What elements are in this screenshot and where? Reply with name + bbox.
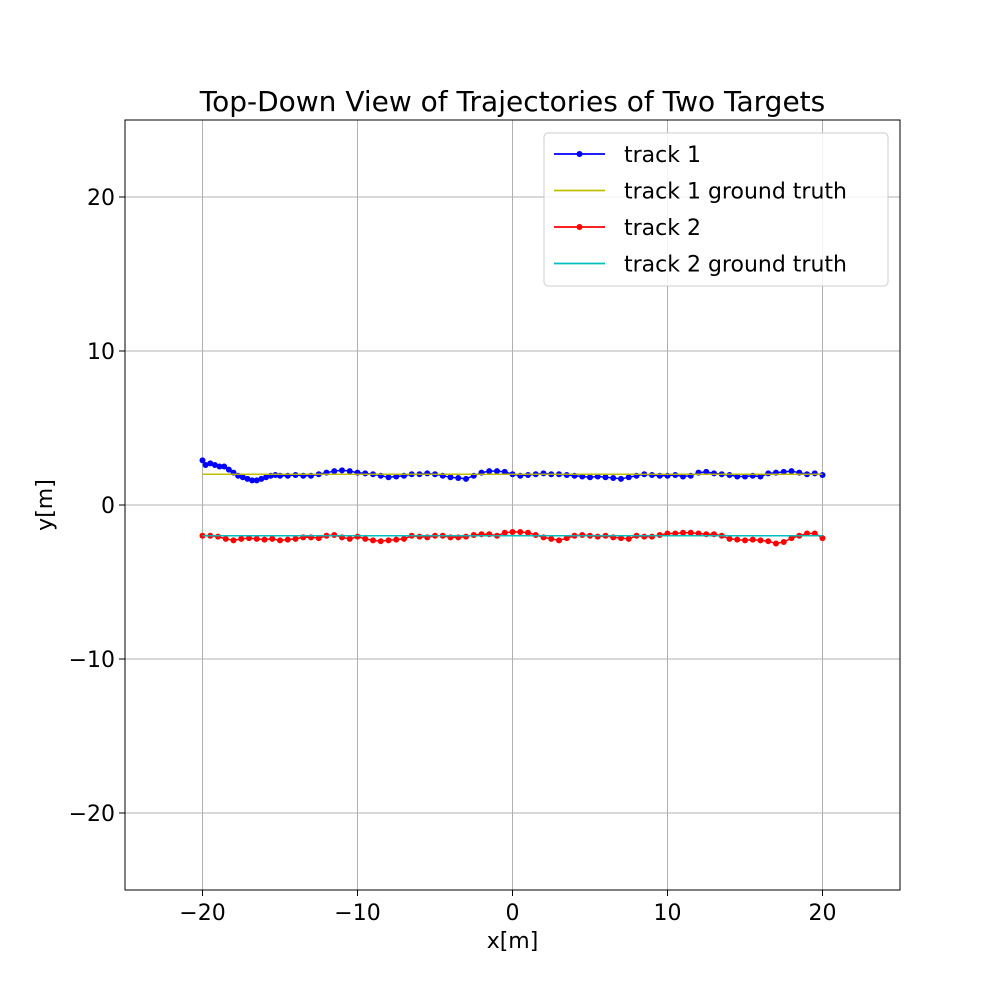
series-point-track-1 [541,470,547,476]
series-point-track-2 [579,532,585,538]
legend-marker-track-2 [577,224,583,230]
series-point-track-2 [277,537,283,543]
series-point-track-1 [455,475,461,481]
y-tick-label: −10 [69,648,115,673]
series-point-track-2 [502,530,508,536]
series-point-track-2 [525,530,531,536]
series-point-track-2 [680,530,686,536]
series-point-track-1 [494,468,500,474]
legend-label-track-1: track 1 [624,143,701,168]
series-point-track-2 [649,534,655,540]
legend-label-track-1-ground-truth: track 1 ground truth [624,180,847,205]
x-axis-label: x[m] [487,929,539,954]
series-point-track-1 [789,468,795,474]
series-point-track-1 [812,470,818,476]
series-point-track-2 [215,534,221,540]
series-point-track-1 [610,475,616,481]
series-point-track-2 [556,537,562,543]
series-point-track-2 [657,532,663,538]
series-point-track-1 [424,470,430,476]
series-point-track-2 [727,536,733,542]
series-point-track-2 [781,539,787,545]
series-point-track-1 [564,472,570,478]
series-point-track-1 [672,472,678,478]
legend-label-track-2-ground-truth: track 2 ground truth [624,253,847,278]
series-point-track-2 [262,537,268,543]
series-point-track-1 [603,474,609,480]
series-point-track-2 [401,536,407,542]
series-point-track-2 [758,537,764,543]
series-point-track-2 [773,541,779,547]
series-point-track-2 [463,534,469,540]
series-point-track-2 [362,536,368,542]
series-point-track-2 [223,536,229,542]
series-point-track-2 [347,536,353,542]
chart-title: Top-Down View of Trajectories of Two Tar… [199,85,826,118]
x-tick-label: 20 [809,901,837,926]
x-tick-label: 10 [654,901,682,926]
series-point-track-1 [347,468,353,474]
legend: track 1 track 1 ground truth track 2 track … [544,133,888,286]
series-point-track-1 [486,468,492,474]
series-point-track-1 [765,470,771,476]
series-point-track-2 [742,537,748,543]
series-point-track-2 [641,534,647,540]
series-point-track-2 [626,536,632,542]
series-point-track-2 [517,529,523,535]
series-point-track-1 [626,474,632,480]
series-point-track-2 [393,537,399,543]
series-point-track-1 [649,472,655,478]
x-tick-label: −20 [179,901,225,926]
y-tick-label: 0 [101,494,115,519]
series-point-track-2 [510,529,516,535]
series-point-track-2 [688,530,694,536]
x-tick-label: 0 [506,901,520,926]
y-tick-label: −20 [69,802,115,827]
series-point-track-2 [378,538,384,544]
series-point-track-2 [231,537,237,543]
series-point-track-1 [525,472,531,478]
series-point-track-2 [331,532,337,538]
series-point-track-2 [750,537,756,543]
series-point-track-1 [727,472,733,478]
series-point-track-1 [463,476,469,482]
series-point-track-2 [471,532,477,538]
series-point-track-1 [448,474,454,480]
series-point-track-2 [548,536,554,542]
series-point-track-1 [339,467,345,473]
y-tick-label: 10 [87,340,115,365]
series-point-track-1 [386,474,392,480]
series-point-track-1 [711,470,717,476]
series-point-track-2 [355,534,361,540]
series-point-track-1 [362,470,368,476]
series-point-track-2 [254,536,260,542]
series-point-track-2 [285,537,291,543]
series-point-track-1 [820,472,826,478]
y-axis-label: y[m] [33,479,58,531]
series-point-track-1 [293,472,299,478]
legend-marker-track-1 [577,151,583,157]
x-tick-label: −10 [334,901,380,926]
series-point-track-1 [618,476,624,482]
y-tick-label: 20 [87,186,115,211]
series-point-track-2 [533,532,539,538]
series-point-track-2 [293,536,299,542]
series-point-track-2 [238,536,244,542]
series-point-track-2 [386,537,392,543]
series-point-track-2 [765,538,771,544]
series-point-track-1 [587,474,593,480]
series-point-track-2 [595,534,601,540]
legend-label-track-2: track 2 [624,216,701,241]
series-point-track-2 [734,537,740,543]
series-point-track-2 [269,536,275,542]
series-point-track-2 [417,534,423,540]
series-point-track-1 [331,468,337,474]
series-point-track-2 [370,537,376,543]
